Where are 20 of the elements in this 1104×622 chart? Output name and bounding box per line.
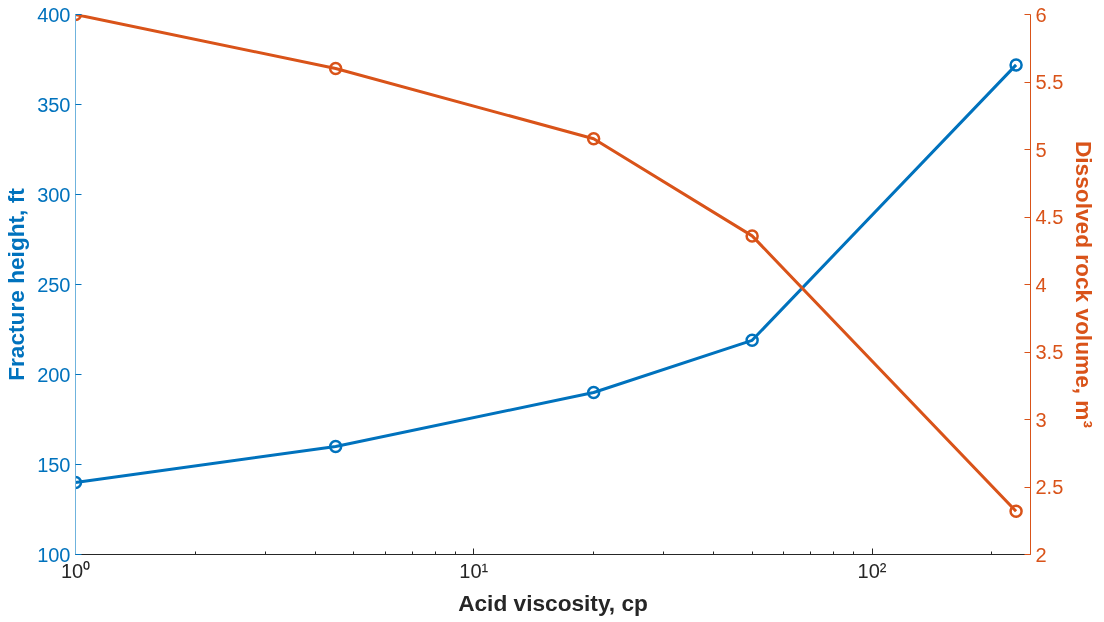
y-tick-label: 200 xyxy=(37,363,71,386)
x-tick-label: 10² xyxy=(857,559,887,582)
y2-tick-label: 3 xyxy=(1035,408,1047,431)
x-axis-title: Acid viscosity, cp xyxy=(458,589,648,616)
y2-tick-label: 6 xyxy=(1035,3,1047,26)
y-tick-label: 250 xyxy=(37,273,71,296)
y2-tick-label: 2 xyxy=(1035,543,1047,566)
x-tick-label: 10¹ xyxy=(459,559,489,582)
y2-tick-label: 5 xyxy=(1035,138,1047,161)
y2-tick-label: 3.5 xyxy=(1035,341,1064,363)
y2-tick-label: 2.5 xyxy=(1035,476,1064,498)
y-tick-label: 400 xyxy=(37,3,71,26)
y2-tick-label: 4.5 xyxy=(1035,206,1064,228)
y-tick-label: 150 xyxy=(37,453,71,476)
y2-tick-label: 5.5 xyxy=(1035,71,1064,93)
y2-tick-label: 4 xyxy=(1035,273,1047,296)
y2-axis-title: Dissolved rock volume, m³ xyxy=(1071,140,1098,429)
y-tick-label: 350 xyxy=(37,93,71,116)
y-tick-label: 300 xyxy=(37,183,71,206)
y-axis-title: Fracture height, ft xyxy=(3,187,30,381)
